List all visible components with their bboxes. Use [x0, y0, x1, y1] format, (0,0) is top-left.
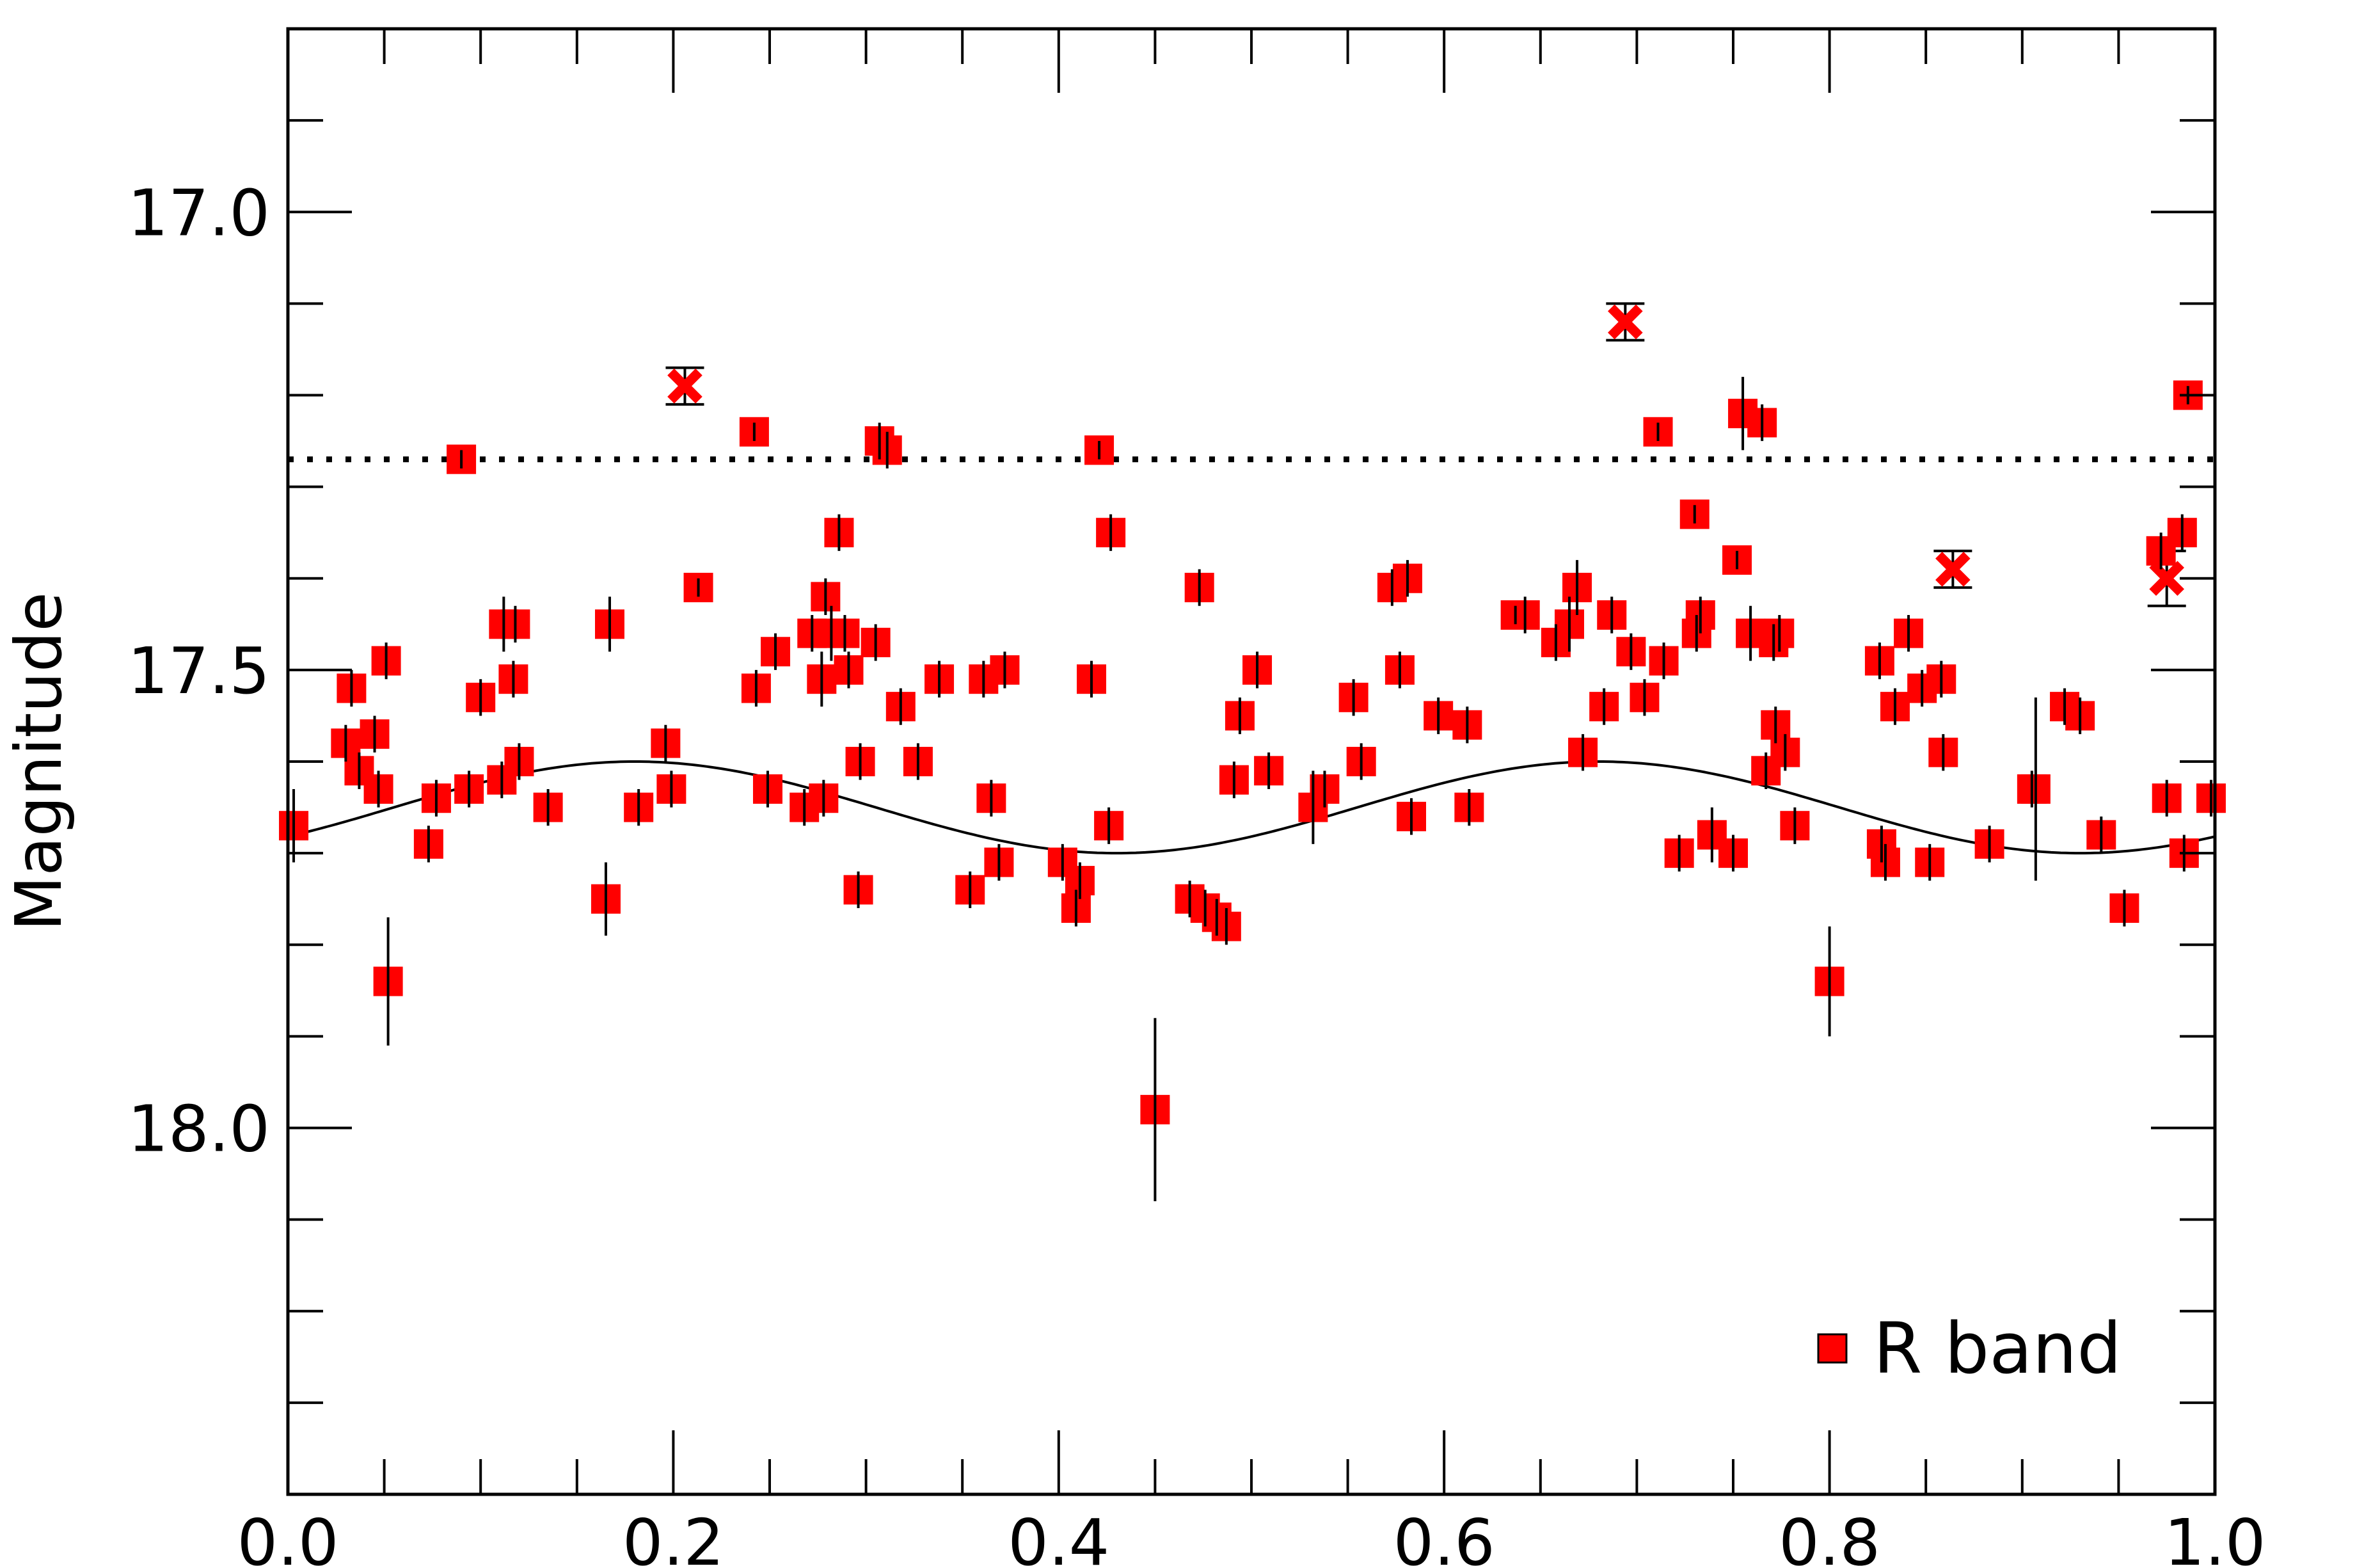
data-point-cross: [1608, 304, 1643, 340]
tick-layer: [287, 29, 2216, 1494]
legend-marker-r-band: [1817, 1333, 1848, 1364]
x-tick-label: 0.8: [1779, 1505, 1880, 1566]
y-axis-label: Magnitude: [1, 592, 76, 931]
model-curve-layer: [287, 760, 2216, 855]
y-tick-label: 17.0: [127, 175, 270, 250]
x-tick-label: 0.4: [1008, 1505, 1109, 1566]
marker-layer: [279, 304, 2226, 1124]
y-tick-label: 18.0: [127, 1092, 270, 1167]
x-tick-label: 0.6: [1393, 1505, 1495, 1566]
data-point-cross: [667, 368, 702, 404]
x-tick-label: 1.0: [2164, 1505, 2265, 1566]
plot-frame: [286, 27, 2217, 1496]
data-point-cross: [2149, 561, 2185, 596]
legend-label-r-band: R band: [1873, 1307, 2122, 1389]
tick-label-layer: 0.0 0.2 0.4 0.6 0.8 1.0 17.0 17.5 18.0: [127, 175, 2265, 1566]
y-tick-label: 17.5: [127, 634, 270, 708]
x-tick-label: 0.2: [623, 1505, 724, 1566]
legend: R band: [1817, 1307, 2122, 1389]
model-curve: [287, 760, 2216, 855]
data-point-cross: [1935, 552, 1971, 587]
x-tick-label: 0.0: [237, 1505, 338, 1566]
errorbar-top-layer: [292, 376, 2212, 1201]
